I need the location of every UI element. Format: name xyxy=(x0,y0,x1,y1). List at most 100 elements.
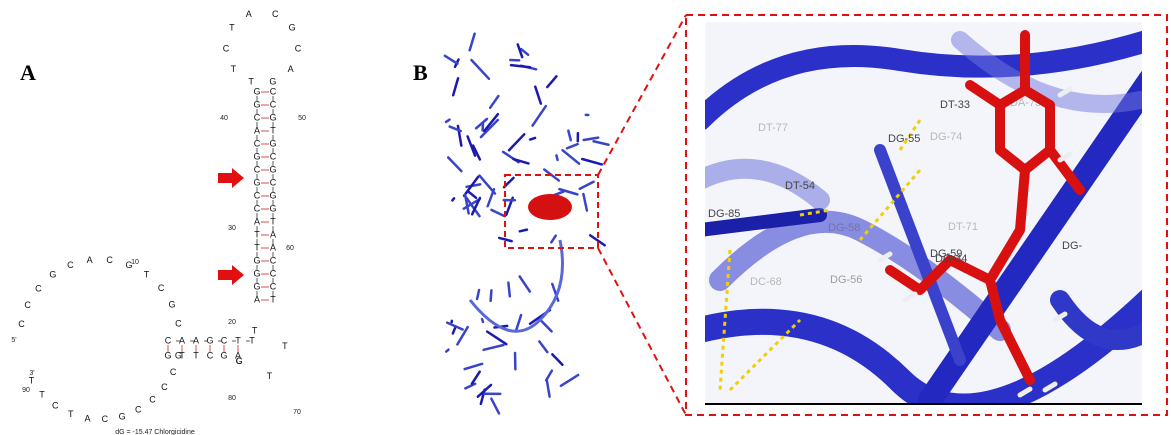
position-number: 20 xyxy=(228,319,236,326)
strand xyxy=(555,192,564,195)
nucleotide: C xyxy=(52,401,59,411)
residue-label: DT-33 xyxy=(940,99,970,111)
nucleotide: T xyxy=(235,335,241,345)
strand xyxy=(561,375,578,386)
position-number: 70 xyxy=(293,409,301,416)
strand xyxy=(468,191,476,197)
nucleotide: C xyxy=(106,255,113,265)
nucleotide: T xyxy=(39,389,45,399)
caption: dG = -15.47 Chlorgicidine xyxy=(115,429,195,435)
rna-model xyxy=(445,34,609,414)
strand xyxy=(491,290,492,300)
residue-label: DA-73 xyxy=(1010,97,1041,109)
strand xyxy=(476,119,487,128)
residue-label: DT-77 xyxy=(758,122,788,134)
strand xyxy=(465,195,469,214)
nucleotide: T xyxy=(252,326,258,336)
end-label: 5' xyxy=(11,337,16,344)
strand xyxy=(446,120,449,122)
strand xyxy=(546,371,552,381)
nucleotide: G xyxy=(119,411,126,421)
strand xyxy=(470,34,475,51)
nucleotide: G xyxy=(253,86,260,96)
strand xyxy=(547,76,556,87)
residue-label: DC-68 xyxy=(750,276,782,288)
panel-label: B xyxy=(413,60,428,85)
strand xyxy=(520,230,527,232)
strand xyxy=(547,380,550,397)
position-number: 60 xyxy=(286,245,294,252)
strand xyxy=(552,354,562,364)
strand xyxy=(535,87,541,104)
nucleotide: C xyxy=(161,382,168,392)
nucleotide: T xyxy=(248,77,254,87)
nucleotide: C xyxy=(295,44,302,54)
zoom-view: DT-33DA-73DT-77DG-55DG-74DT-54DG-85DG-58… xyxy=(700,22,1150,407)
nucleotide: C xyxy=(223,44,230,54)
strand xyxy=(465,364,482,369)
nucleotide: T xyxy=(68,409,74,419)
nucleotide: C xyxy=(272,9,279,19)
nucleotide: G xyxy=(49,270,56,280)
nucleotide: C xyxy=(165,335,172,345)
arrow xyxy=(218,265,244,285)
nucleotide: C xyxy=(18,319,25,329)
residue-label: DG-56 xyxy=(830,274,862,286)
strand xyxy=(508,283,509,297)
strand xyxy=(446,350,448,352)
strand xyxy=(511,65,530,67)
strand xyxy=(491,210,504,216)
nucleotide: G xyxy=(206,335,213,345)
strand xyxy=(567,144,578,148)
nucleotide: C xyxy=(270,86,277,96)
strand xyxy=(530,138,535,140)
nucleotide: C xyxy=(102,414,109,424)
nucleotide: T xyxy=(29,376,35,386)
strand xyxy=(490,96,498,108)
residue-label: DG-74 xyxy=(930,131,962,143)
residue-label: DT-71 xyxy=(948,221,978,233)
nucleotide: C xyxy=(149,395,156,405)
residue-label: DG-59 xyxy=(930,248,962,260)
nucleotide: A xyxy=(288,64,294,74)
nucleotide: G xyxy=(169,300,176,310)
nucleotide: T xyxy=(144,269,150,279)
nucleotide: C xyxy=(135,405,142,415)
figure: A B ATCTTGACGCGCGCCGATCGGCCGGCCGCGATTATA… xyxy=(0,0,1171,435)
nucleotide: T xyxy=(282,341,288,351)
nucleotide: T xyxy=(267,371,273,381)
nucleotide: G xyxy=(289,23,296,33)
strand xyxy=(516,315,521,331)
strand xyxy=(487,332,506,345)
position-number: 80 xyxy=(228,395,236,402)
strand xyxy=(509,134,524,150)
strand xyxy=(445,56,458,64)
residue-label: DG-55 xyxy=(888,133,920,145)
strand xyxy=(453,78,458,95)
nucleotide: G xyxy=(175,350,182,360)
strand xyxy=(472,372,480,384)
strand xyxy=(465,384,475,389)
ligand xyxy=(528,194,572,220)
strand xyxy=(520,276,530,291)
nucleotide: A xyxy=(246,9,252,19)
strand xyxy=(499,238,511,241)
nucleotide: A xyxy=(85,413,91,423)
position-number: 40 xyxy=(220,115,228,122)
strand xyxy=(556,155,557,159)
residue-label: DG- xyxy=(1062,240,1083,252)
nucleotide: C xyxy=(175,318,182,328)
strand xyxy=(594,141,609,144)
strand xyxy=(539,341,547,352)
strand xyxy=(453,327,456,334)
end-label: 3' xyxy=(29,370,34,377)
nucleotide: C xyxy=(221,335,228,345)
position-number: 10 xyxy=(131,259,139,266)
nucleotide: C xyxy=(158,283,165,293)
nucleotide: T xyxy=(229,23,235,33)
strand xyxy=(580,182,594,189)
strand xyxy=(452,198,454,200)
nucleotide: A xyxy=(179,335,185,345)
panel-label: A xyxy=(20,60,36,85)
